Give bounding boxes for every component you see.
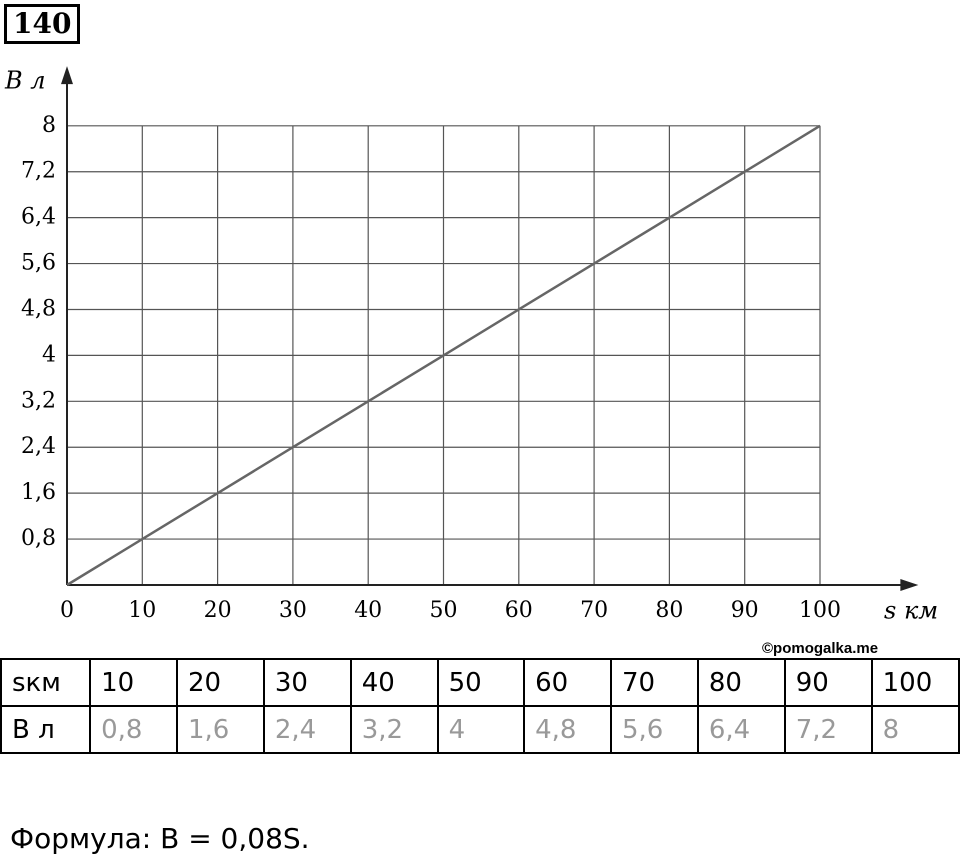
x-tick-label: 50 [430, 598, 458, 623]
x-axis-arrow [900, 579, 919, 591]
y-tick-label: 7,2 [21, 159, 56, 184]
y-tick-label: 3,2 [21, 388, 56, 413]
table-cell: 90 [783, 658, 873, 707]
x-tick-label: 90 [731, 598, 759, 623]
table-cell: 3,2 [349, 705, 439, 754]
table-cell: 40 [349, 658, 439, 707]
table-cell: 100 [870, 658, 960, 707]
problem-number: 140 [4, 4, 81, 44]
y-tick-label: 4 [42, 342, 56, 367]
x-tick-label: 100 [799, 598, 841, 623]
table-cell: 0,8 [89, 705, 178, 754]
watermark: ©pomogalka.me [762, 640, 879, 657]
table-cell: 5,6 [610, 705, 699, 754]
x-tick-label: 0 [60, 598, 74, 623]
table: sкм 10 20 30 40 50 60 70 80 90 100 В л 0,8 1,6 2,4 3,2 4… [0, 658, 960, 754]
chart: B л s км 0,81,62,43,244,85,66,47,280 10 20… [4, 66, 938, 625]
table-cell: 60 [523, 658, 612, 707]
table-cell: 4 [436, 705, 526, 754]
table-row: В л 0,8 1,6 2,4 3,2 4 4,8 5,6 6,4 7,2 8 [0, 705, 960, 754]
y-tick-label: 4,8 [21, 296, 56, 321]
x-tick-label: 30 [279, 598, 307, 623]
table-cell: 6,4 [696, 705, 786, 754]
formula: Формула: B = 0,08S. [10, 822, 310, 855]
x-axis-label: s км [884, 597, 938, 625]
table-cell: 50 [436, 658, 526, 707]
table-cell: 8 [870, 705, 960, 754]
table-cell: В л [0, 705, 92, 754]
y-tick-label: 2,4 [21, 434, 56, 459]
x-tick-label: 20 [204, 598, 232, 623]
x-tick-label: 80 [655, 598, 683, 623]
x-tick-label: 40 [354, 598, 382, 623]
y-tick-label: 8 [42, 113, 56, 138]
y-tick-label: 0,8 [21, 526, 56, 551]
table-cell: 4,8 [523, 705, 612, 754]
data-line [66, 124, 821, 587]
y-axis-label: B л [4, 67, 46, 95]
table-cell: 2,4 [262, 705, 352, 754]
x-tick-label: 70 [580, 598, 608, 623]
y-tick-label: 6,4 [21, 205, 56, 230]
y-tick-label: 5,6 [21, 251, 56, 276]
y-axis-arrow [61, 66, 73, 85]
table-cell: 70 [610, 658, 699, 707]
table-cell: 80 [696, 658, 786, 707]
table-cell: 30 [262, 658, 352, 707]
table-cell: 1,6 [176, 705, 265, 754]
y-tick-label: 1,6 [21, 480, 56, 505]
table-cell: 20 [176, 658, 265, 707]
x-tick-label: 60 [505, 598, 533, 623]
table-cell: sкм [0, 658, 92, 707]
x-tick-label: 10 [128, 598, 156, 623]
table-cell: 7,2 [783, 705, 873, 754]
table-cell: 10 [89, 658, 178, 707]
table-row: sкм 10 20 30 40 50 60 70 80 90 100 [0, 658, 960, 707]
